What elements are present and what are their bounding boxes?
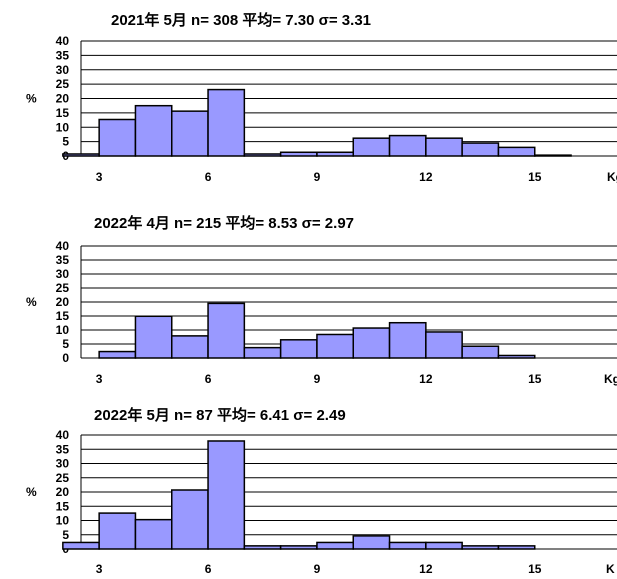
x-tick-label: 9 [314,372,321,386]
histogram-bar [98,350,137,359]
histogram-panel-3: 2022年 5月 n= 87 平均= 6.41 σ= 2.49051015202… [26,406,617,576]
y-tick-label: 40 [56,428,70,442]
histogram-bar [279,545,318,550]
histogram-bar [388,541,427,550]
x-tick-label: 3 [96,372,103,386]
histogram-bar [134,315,173,359]
histogram-bar [497,545,536,550]
x-tick-label: 3 [96,170,103,184]
y-tick-label: 0 [62,351,69,365]
x-tick-label: 6 [205,170,212,184]
x-tick-label: 12 [419,372,433,386]
histogram-bar [461,545,500,550]
x-tick-label: 12 [419,562,433,576]
y-tick-label: 25 [56,77,70,91]
histogram-bar [171,489,209,550]
y-tick-label: 25 [56,471,70,485]
panel-title: 2021年 5月 n= 308 平均= 7.30 σ= 3.31 [111,11,371,29]
y-tick-label: 40 [56,239,70,253]
x-tick-label: 6 [205,372,212,386]
histogram-bar [388,134,427,157]
y-tick-label: 15 [56,499,70,513]
y-tick-label: 40 [56,34,70,48]
y-tick-label: 30 [56,457,70,471]
y-tick-label: 15 [56,106,70,120]
histogram-bar [316,151,355,157]
x-tick-label: 9 [314,170,321,184]
histogram-bar [425,541,463,550]
x-tick-label: 12 [419,170,433,184]
y-axis-label: % [26,92,37,106]
x-tick-label: 15 [528,170,542,184]
y-tick-label: 10 [56,120,70,134]
histogram-bar [497,146,536,157]
y-tick-label: 25 [56,281,70,295]
histogram-bar [134,104,173,157]
y-tick-label: 5 [62,337,69,351]
y-axis-label: % [26,295,37,309]
x-axis-unit-label: Kg [604,372,617,386]
histogram-bar [207,302,246,359]
panel-title: 2022年 4月 n= 215 平均= 8.53 σ= 2.97 [94,214,354,232]
histogram-bar [425,137,463,157]
x-tick-label: 6 [205,562,212,576]
x-tick-label: 3 [96,562,103,576]
histogram-bar [534,154,572,157]
histogram-panel-2: 2022年 4月 n= 215 平均= 8.53 σ= 2.9705101520… [26,214,617,386]
histogram-bar [388,321,427,359]
y-tick-label: 35 [56,253,70,267]
y-tick-label: 20 [56,485,70,499]
histogram-bar [171,110,209,157]
y-tick-label: 30 [56,267,70,281]
x-tick-label: 15 [528,372,542,386]
x-tick-label: 9 [314,562,321,576]
y-tick-label: 5 [62,135,69,149]
x-axis-unit-label: Kg [607,170,617,184]
y-tick-label: 10 [56,323,70,337]
histogram-bar [461,345,500,359]
y-tick-label: 35 [56,442,70,456]
y-tick-label: 30 [56,63,70,77]
histogram-bar [316,333,355,359]
y-tick-label: 35 [56,48,70,62]
histogram-bar [134,518,173,550]
x-axis-unit-label: K [606,562,615,576]
y-tick-label: 15 [56,309,70,323]
panel-title: 2022年 5月 n= 87 平均= 6.41 σ= 2.49 [94,406,346,424]
histogram-bar [171,335,209,359]
histogram-bar [352,137,391,157]
histogram-bar [98,512,137,550]
y-tick-label: 20 [56,295,70,309]
histogram-bar [316,541,355,550]
histogram-bar [98,118,137,157]
histogram-bar [243,153,282,157]
histogram-bar [352,327,391,359]
histogram-bar [279,339,318,359]
y-tick-label: 5 [62,528,69,542]
histogram-bar [62,541,100,550]
y-axis-label: % [26,485,37,499]
y-tick-label: 10 [56,514,70,528]
histogram-bar [207,440,246,550]
histogram-panel-1: 2021年 5月 n= 308 平均= 7.30 σ= 3.3105101520… [26,11,617,184]
histogram-bar [497,354,536,359]
histogram-bar [62,153,100,157]
histogram-bar [243,346,282,359]
histogram-bar [352,535,391,550]
histogram-bar [243,545,282,550]
histogram-bar [461,142,500,157]
histogram-bar [207,88,246,157]
x-tick-label: 15 [528,562,542,576]
y-tick-label: 20 [56,92,70,106]
histogram-bar [425,331,463,359]
histogram-bar [279,151,318,157]
